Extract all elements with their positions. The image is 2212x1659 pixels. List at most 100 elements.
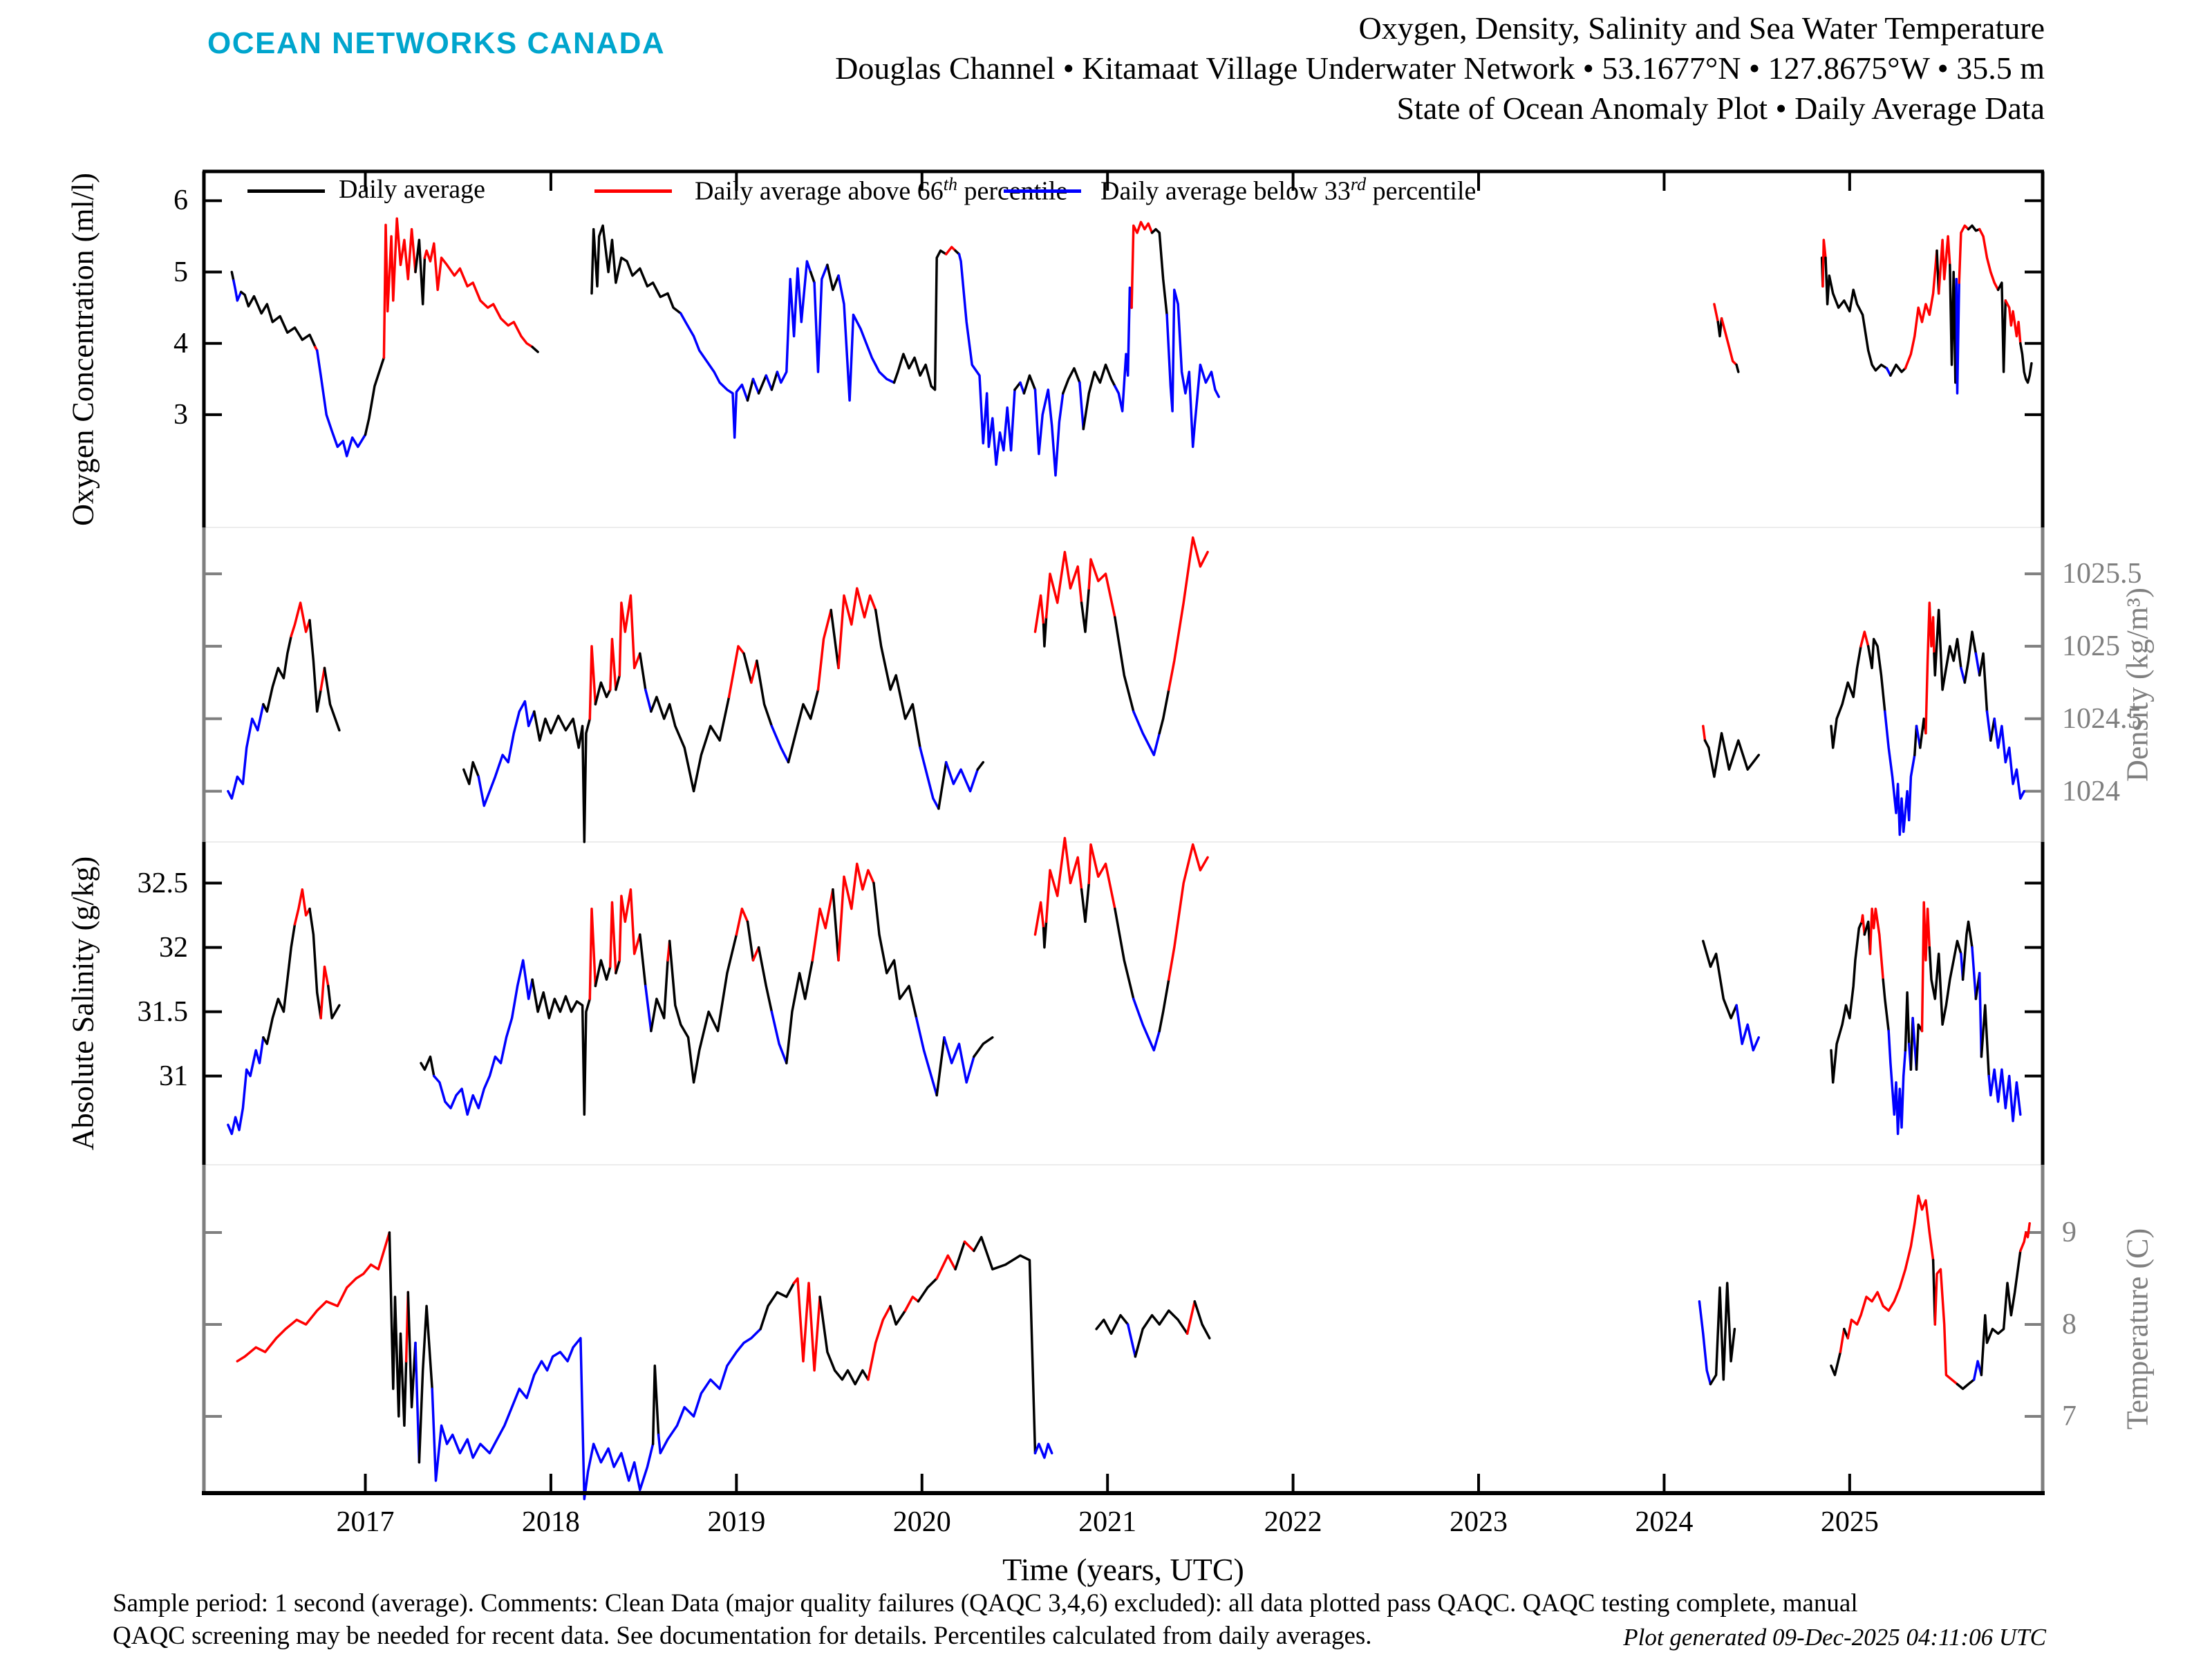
density-series-k [1963,630,1978,684]
temperature-series-k [954,1240,966,1271]
temperature-tick-label: 7 [2062,1400,2077,1432]
salinity-series-k [1830,920,1864,1084]
oxygen-series-k [414,238,427,306]
salinity-tick-label: 32 [159,931,188,964]
density-series-r [1087,558,1116,619]
density-series-r [588,645,597,720]
density-series-k [976,760,985,771]
salinity-series-r [1868,907,1884,981]
salinity-series-k [1114,907,1135,1000]
density-series-k [1042,616,1048,648]
salinity-series-b [915,1017,938,1097]
temperature-series-k [651,1365,660,1445]
oxygen-series-r [1958,224,1970,284]
salinity-series-k [757,946,774,1013]
density-series-k [262,635,292,713]
salinity-series-b [644,984,653,1033]
temperature-series-b [1126,1323,1137,1358]
oxygen-series-b [1033,388,1065,477]
density-series-r [750,659,758,684]
salinity-series-r [751,946,760,962]
temperature-series-b [1698,1300,1712,1386]
salinity-series-r [1168,843,1209,981]
legend-line-daily-average [247,189,325,193]
salinity-series-b [1971,946,1978,1000]
oxygen-series-k [826,263,840,292]
salinity-series-b [1735,1004,1761,1052]
temperature-series-k [1193,1300,1211,1340]
density-series-r [290,601,311,638]
legend-text: Daily average [339,175,486,204]
salinity-series-r [1044,836,1083,924]
salinity-series-k [531,978,592,1116]
temperature-series-b [1033,1443,1053,1459]
salinity-series-k [668,933,738,1084]
legend-text: Daily average below 33 [1100,176,1351,206]
density-series-k [787,688,820,764]
oxygen-series-k [757,374,768,395]
oxygen-series-b [1165,288,1220,449]
temperature-series-r [867,1304,892,1381]
legend-superscript: th [943,174,958,194]
oxygen-series-b [1114,286,1133,413]
oxygen-series-k [746,377,755,402]
temperature-series-k [917,1277,938,1303]
x-tick-label-2017: 2017 [336,1506,395,1538]
density-series-k [594,681,612,706]
salinity-series-r [293,888,311,926]
oxygen-series-k [1062,367,1081,395]
density-series-k [1158,688,1170,735]
density-tick-label: 1024 [2062,775,2120,807]
density-series-k [650,695,731,793]
density-series-r [609,637,617,691]
density-series-b [1985,710,1992,742]
density-series-b [1132,710,1161,756]
temperature-axis-title: Temperature (C) [2120,1228,2155,1430]
oxygen-series-r [1713,303,1720,324]
x-tick-label-2024: 2024 [1635,1506,1694,1538]
x-axis-title: Time (years, UTC) [1002,1552,1244,1587]
salinity-series-k [327,984,341,1020]
salinity-series-k [615,959,621,975]
legend-text: Daily average above 66 [695,176,944,206]
temperature-series-b [414,1341,421,1464]
oxygen-series-k [892,249,948,391]
density-series-b [644,688,653,713]
onc-logo: OCEAN NETWORKS CANADA [207,26,666,60]
density-series-b [477,700,536,807]
salinity-series-k [1980,1004,1990,1078]
oxygen-series-b [837,274,896,402]
oxygen-tick-label: 6 [174,185,188,217]
oxygen-series-k [590,224,682,315]
legend-label-daily-average: Daily average [339,174,485,205]
oxygen-series-k [1082,363,1116,431]
salinity-series-k [785,959,814,1065]
density-series-k [1830,645,1862,749]
density-series-b [1974,652,1981,677]
temperature-series-k [1709,1282,1736,1386]
salinity-series-b [1987,1068,2022,1123]
temperature-series-k [1830,1351,1842,1376]
temperature-series-k [1980,1249,2022,1376]
density-series-b [1884,710,1916,836]
oxygen-series-b [813,263,829,373]
salinity-series-r [609,901,617,975]
temperature-series-k [889,1304,907,1326]
x-tick-label-2022: 2022 [1264,1506,1322,1538]
oxygen-series-k [770,371,779,391]
density-series-r [1168,536,1209,691]
salinity-series-k [308,907,322,1020]
oxygen-series-k [1824,256,1888,372]
salinity-series-b [1132,997,1161,1052]
oxygen-series-b [765,374,774,391]
temperature-series-k [388,1231,408,1427]
salinity-series-r [618,888,641,962]
density-series-k [308,619,322,713]
oxygen-series-r [382,217,417,359]
legend-superscript: rd [1350,174,1367,194]
density-series-b [770,724,790,764]
density-series-b [919,746,940,810]
density-series-k [615,674,621,691]
